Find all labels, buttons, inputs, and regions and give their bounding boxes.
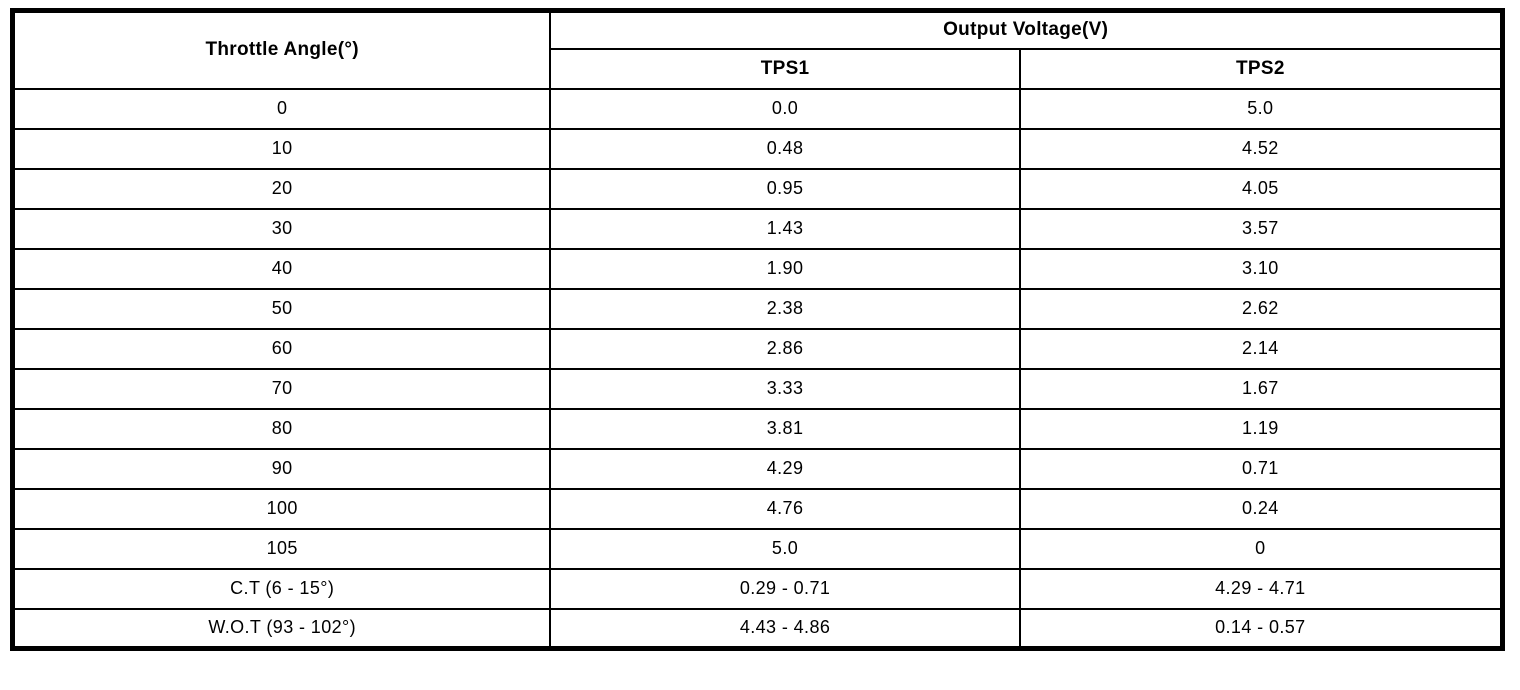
table-row: 90 4.29 0.71 <box>11 447 1504 490</box>
tps2-cell: 4.05 <box>1018 167 1504 210</box>
tps2-cell: 1.67 <box>1018 367 1504 410</box>
tps2-header: TPS2 <box>1018 47 1504 90</box>
tps2-cell: 2.62 <box>1018 287 1504 330</box>
table-row: 10 0.48 4.52 <box>11 127 1504 170</box>
tps1-cell: 4.43 - 4.86 <box>549 607 1021 650</box>
angle-cell: 90 <box>11 447 552 490</box>
angle-cell: 100 <box>11 487 552 530</box>
tps1-cell: 0.0 <box>549 87 1021 130</box>
header-row-sub: TPS1 TPS2 <box>13 47 1504 90</box>
angle-cell: 10 <box>11 127 552 170</box>
table-row: 40 1.90 3.10 <box>11 247 1504 290</box>
tps1-cell: 0.48 <box>549 127 1021 170</box>
table-row: 50 2.38 2.62 <box>11 287 1504 330</box>
angle-cell: 20 <box>11 167 552 210</box>
table-row: 60 2.86 2.14 <box>11 327 1504 370</box>
tps1-cell: 0.29 - 0.71 <box>549 567 1021 610</box>
tps1-cell: 1.90 <box>549 247 1021 290</box>
angle-cell: 40 <box>11 247 552 290</box>
angle-cell: 80 <box>11 407 552 450</box>
table-row: C.T (6 - 15°) 0.29 - 0.71 4.29 - 4.71 <box>11 567 1504 610</box>
table-row: 70 3.33 1.67 <box>11 367 1504 410</box>
table-row: 105 5.0 0 <box>11 527 1504 570</box>
angle-cell: 60 <box>11 327 552 370</box>
tps-output-voltage-table: Throttle Angle(°) Output Voltage(V) TPS1… <box>10 8 1505 651</box>
tps1-cell: 2.86 <box>549 327 1021 370</box>
tps1-cell: 3.81 <box>549 407 1021 450</box>
angle-cell: 70 <box>11 367 552 410</box>
tps2-cell: 0 <box>1018 527 1504 570</box>
tps2-cell: 0.14 - 0.57 <box>1018 607 1504 650</box>
header-row-group: Throttle Angle(°) Output Voltage(V) <box>11 9 1504 90</box>
tps1-cell: 4.76 <box>549 487 1021 530</box>
table-row: 20 0.95 4.05 <box>11 167 1504 210</box>
tps2-cell: 5.0 <box>1018 87 1504 130</box>
table-row: W.O.T (93 - 102°) 4.43 - 4.86 0.14 - 0.5… <box>11 607 1504 650</box>
tps2-cell: 4.29 - 4.71 <box>1018 567 1504 610</box>
tps2-cell: 1.19 <box>1018 407 1504 450</box>
table-row: 0 0.0 5.0 <box>11 87 1504 130</box>
tps2-cell: 0.71 <box>1018 447 1504 490</box>
tps2-cell: 4.52 <box>1018 127 1504 170</box>
angle-cell: W.O.T (93 - 102°) <box>11 607 552 650</box>
tps1-cell: 2.38 <box>549 287 1021 330</box>
tps1-header: TPS1 <box>549 47 1021 90</box>
tps1-cell: 1.43 <box>549 207 1021 250</box>
output-voltage-header: Output Voltage(V) <box>549 9 1504 50</box>
tps1-cell: 3.33 <box>549 367 1021 410</box>
angle-cell: C.T (6 - 15°) <box>11 567 552 610</box>
angle-cell: 0 <box>11 87 552 130</box>
table-row: 100 4.76 0.24 <box>11 487 1504 530</box>
angle-cell: 50 <box>11 287 552 330</box>
table-row: 80 3.81 1.19 <box>11 407 1504 450</box>
table-row: 30 1.43 3.57 <box>11 207 1504 250</box>
angle-cell: 105 <box>11 527 552 570</box>
tps1-cell: 0.95 <box>549 167 1021 210</box>
tps2-cell: 0.24 <box>1018 487 1504 530</box>
tps1-cell: 4.29 <box>549 447 1021 490</box>
tps1-cell: 5.0 <box>549 527 1021 570</box>
throttle-angle-header: Throttle Angle(°) <box>11 9 552 90</box>
tps2-cell: 3.10 <box>1018 247 1504 290</box>
tps2-cell: 3.57 <box>1018 207 1504 250</box>
tps2-cell: 2.14 <box>1018 327 1504 370</box>
angle-cell: 30 <box>11 207 552 250</box>
